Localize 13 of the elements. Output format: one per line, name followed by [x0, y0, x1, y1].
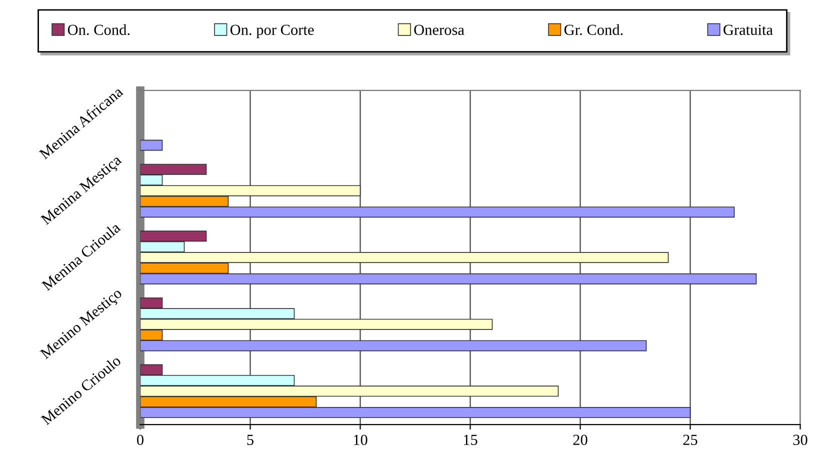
x-tick-label: 0	[137, 434, 144, 446]
bar	[140, 140, 163, 151]
x-tick-label: 15	[464, 434, 478, 446]
x-tick-label: 20	[573, 434, 588, 446]
x-tick-label: 10	[354, 434, 368, 446]
legend-label: On. por Corte	[230, 24, 314, 38]
x-tick-label: 25	[683, 434, 698, 446]
x-tick-label: 5	[247, 434, 254, 446]
legend-label: Gr. Cond.	[564, 24, 623, 36]
legend-label: Gratuita	[724, 24, 773, 36]
x-tick-label: 30	[793, 434, 808, 446]
legend-label: Onerosa	[414, 24, 464, 36]
legend-label: On. Cond.	[68, 24, 130, 36]
